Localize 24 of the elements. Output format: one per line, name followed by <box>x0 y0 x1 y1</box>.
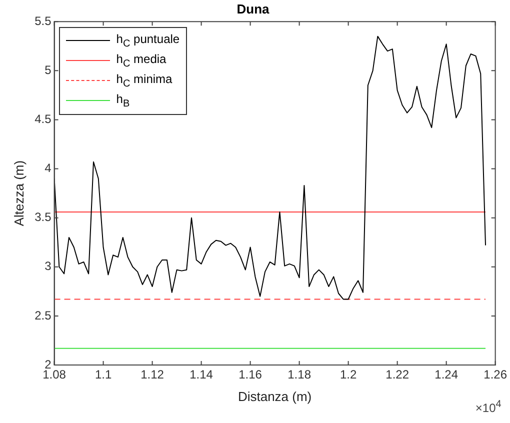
x-tick-label: 1.14 <box>190 368 214 382</box>
legend-label: h$_{B}$ <box>116 92 130 110</box>
x-tick-label: 1.12 <box>140 368 164 382</box>
x-tick-label: 1.18 <box>288 368 312 382</box>
legend-label: h$_{C}$ puntuale <box>116 32 180 50</box>
chart-title: Duna <box>236 1 270 16</box>
x-axis-title: Distanza (m) <box>238 388 312 404</box>
y-tick-label: 4 <box>44 161 52 176</box>
y-tick-label: 4.5 <box>34 112 52 126</box>
y-tick-label: 3.5 <box>34 210 52 224</box>
y-axis-title: Altezza (m) <box>11 160 26 226</box>
x-tick-label: 1.24 <box>434 368 458 382</box>
y-tick-label: 2.5 <box>34 308 52 322</box>
x-tick-label: 1.2 <box>340 368 357 382</box>
x-tick-label: 1.1 <box>94 368 112 382</box>
x-tick-label: 1.22 <box>386 368 410 382</box>
x-tick-label: 1.26 <box>484 368 508 382</box>
x-tick-label: 1.16 <box>238 368 262 382</box>
y-tick-label: 5.5 <box>34 14 52 28</box>
text: ×10$^{4}$ <box>475 399 502 415</box>
legend-label: h$_{C}$ media <box>116 52 166 70</box>
legend-label: h$_{C}$ minima <box>116 72 172 90</box>
y-tick-label: 3 <box>44 259 52 274</box>
y-tick-label: 5 <box>44 62 52 77</box>
